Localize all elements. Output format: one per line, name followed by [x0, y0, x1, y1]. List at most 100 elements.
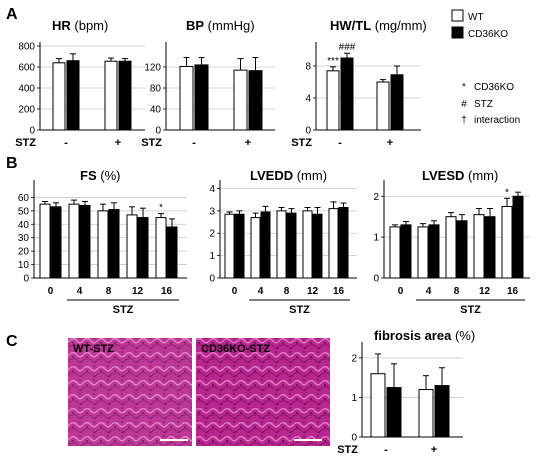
hr-ytick-label: 600	[18, 63, 35, 74]
fs-x-category-label: 16	[161, 286, 173, 297]
lvedd-ytick-label: 3	[209, 206, 215, 217]
legend-symbol-star-label: CD36KO	[474, 82, 514, 93]
lvedd-bar-wt	[250, 217, 261, 279]
fs-x-category-label: 8	[106, 286, 112, 297]
fs-bar-cd36ko	[79, 204, 91, 279]
lvesd-stz-label: STZ	[460, 304, 481, 316]
fs-bar-wt	[39, 203, 51, 279]
legend-symbol-hash: #	[461, 99, 467, 110]
legend: WT CD36KO * CD36KO # STZ † interaction	[451, 9, 520, 126]
legend-swatch-cd36ko	[451, 26, 464, 39]
lvesd-x-category-label: 8	[454, 286, 460, 297]
lvesd-bar-cd36ko	[512, 195, 524, 279]
panel-letter-a: A	[6, 6, 18, 23]
fibrosis-stz-label: STZ	[337, 444, 358, 456]
legend-symbol-dagger: †	[461, 115, 467, 126]
lvedd-bar-wt	[302, 210, 313, 279]
lvesd-x-category-label: 0	[398, 286, 404, 297]
bp-bar-wt	[233, 69, 248, 131]
lvesd-bar-wt	[389, 226, 401, 279]
hr-chart: HR (bpm) 0 200 400 600 800 - + STZ	[15, 18, 145, 149]
hwtl-bar-wt	[326, 70, 340, 131]
lvesd-bar-cd36ko	[484, 216, 496, 279]
lvesd-x-category-label: 12	[479, 286, 491, 297]
bp-group-label: +	[245, 137, 251, 149]
fs-ytick-label: 20	[18, 247, 30, 258]
fibrosis-group-label: +	[431, 444, 437, 456]
fs-stz-label: STZ	[113, 304, 134, 316]
lvesd-ytick-label: 0	[373, 274, 379, 285]
lvesd-ytick-label: 1	[373, 233, 379, 244]
hwtl-chart: HW/TL (mg/mm) 0 4 8 ***### - + STZ	[291, 18, 427, 149]
hr-ytick-label: 200	[18, 105, 35, 116]
hwtl-bar-wt	[376, 81, 390, 131]
lvedd-ytick-label: 2	[209, 229, 215, 240]
hr-ytick-label: 0	[29, 126, 35, 137]
legend-symbol-star: *	[462, 82, 466, 93]
lvedd-x-category-label: 4	[258, 286, 264, 297]
bp-ytick-label: 120	[144, 63, 161, 74]
histology-cd36ko-stz-label: CD36KO-STZ	[201, 343, 270, 355]
lvedd-bar-cd36ko	[312, 213, 323, 279]
fibrosis-ytick-label: 1	[351, 393, 357, 404]
fs-significance-mark: *	[159, 203, 163, 214]
histology-wt-stz-label: WT-STZ	[73, 343, 114, 355]
lvedd-bar-wt	[328, 208, 339, 279]
fs-x-category-label: 4	[77, 286, 83, 297]
fibrosis-bar-cd36ko	[434, 385, 450, 438]
hwtl-ytick-label: 8	[305, 62, 311, 73]
bp-ytick-label: 40	[150, 105, 162, 116]
hr-group-label: +	[115, 137, 121, 149]
lvedd-x-category-label: 0	[232, 286, 238, 297]
fibrosis-ytick-label: 0	[351, 433, 357, 444]
lvedd-x-category-label: 12	[307, 286, 319, 297]
lvedd-ytick-label: 0	[209, 274, 215, 285]
panel-letter-b: B	[6, 155, 18, 172]
lvedd-bar-wt	[224, 213, 235, 279]
lvesd-ytick-label: 2	[373, 192, 379, 203]
lvedd-bar-cd36ko	[234, 213, 245, 279]
hwtl-significance-mark: ###	[339, 42, 356, 53]
hr-bar-cd36ko	[118, 60, 132, 131]
legend-swatch-wt	[451, 9, 464, 22]
hwtl-significance-mark: ***	[327, 56, 339, 67]
hr-ytick-label: 400	[18, 84, 35, 95]
fs-bar-wt	[97, 210, 109, 279]
lvesd-bar-wt	[417, 226, 429, 279]
lvedd-ytick-label: 1	[209, 251, 215, 262]
hwtl-stz-label: STZ	[291, 137, 312, 149]
lvesd-bar-wt	[473, 214, 485, 279]
hr-bar-wt	[104, 60, 118, 131]
bp-bar-cd36ko	[194, 64, 209, 131]
legend-symbol-hash-label: STZ	[474, 99, 493, 110]
fs-ytick-label: 50	[18, 206, 30, 217]
hwtl-ytick-label: 0	[305, 126, 311, 137]
fibrosis-group-label: -	[384, 444, 388, 456]
lvesd-bar-wt	[501, 205, 513, 279]
lvedd-bar-cd36ko	[260, 211, 271, 279]
fs-x-category-label: 0	[48, 286, 54, 297]
fs-bar-cd36ko	[108, 209, 120, 279]
lvesd-bar-wt	[445, 216, 457, 279]
lvedd-title: LVEDD (mm)	[250, 168, 327, 183]
fs-x-category-label: 12	[132, 286, 144, 297]
legend-label-wt: WT	[468, 12, 484, 23]
lvesd-significance-mark: *	[505, 187, 509, 198]
hwtl-bar-cd36ko	[340, 57, 354, 131]
bp-title: BP (mmHg)	[186, 18, 255, 33]
bp-ytick-label: 0	[155, 126, 161, 137]
fs-chart: FS (%) 0 10 20 30 40 50 60 0 4 8 12 * 16 STZ	[18, 168, 187, 316]
lvedd-stz-label: STZ	[289, 304, 310, 316]
fs-ytick-label: 40	[18, 220, 30, 231]
bp-ytick-label: 80	[150, 84, 162, 95]
lvedd-bar-cd36ko	[338, 207, 349, 279]
fibrosis-bar-wt	[370, 373, 386, 438]
histology-wt-stz-sheen	[68, 338, 192, 446]
hwtl-group-label: -	[338, 137, 342, 149]
hr-stz-label: STZ	[15, 137, 36, 149]
fs-bar-wt	[126, 214, 138, 279]
fs-ytick-label: 0	[23, 274, 29, 285]
bp-group-label: -	[192, 137, 196, 149]
